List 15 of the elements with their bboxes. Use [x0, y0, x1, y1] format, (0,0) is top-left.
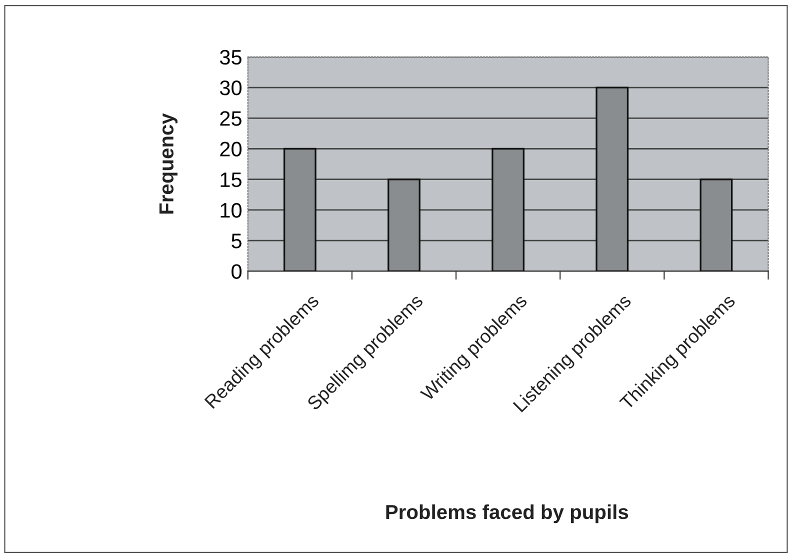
- y-tick-label: 0: [232, 264, 242, 279]
- bar: [388, 178, 420, 272]
- y-axis-title: Frequency: [159, 113, 178, 214]
- bar: [596, 86, 629, 272]
- y-tick-label: 5: [232, 234, 242, 248]
- bar: [700, 178, 733, 272]
- y-tick-label: 15: [220, 172, 242, 188]
- bar: [492, 148, 525, 272]
- y-tick-label: 25: [220, 111, 242, 126]
- y-tick-label: 20: [220, 142, 242, 156]
- y-tick-label: 10: [220, 202, 242, 218]
- y-tick-label: 35: [220, 50, 242, 65]
- y-tick-label: 30: [220, 80, 242, 96]
- bar: [283, 148, 316, 272]
- x-axis-title: Problems faced by pupils: [386, 504, 628, 524]
